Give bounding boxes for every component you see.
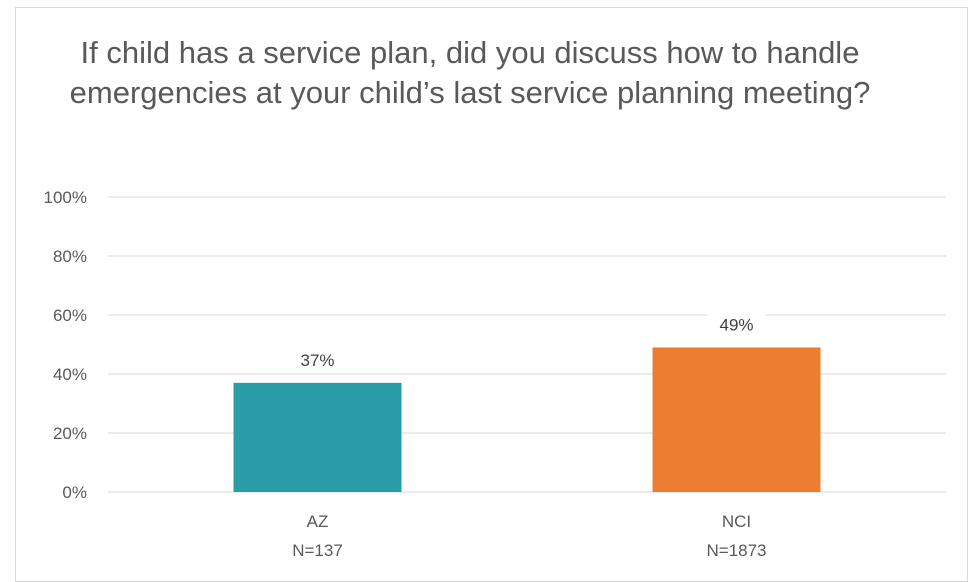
y-tick-label: 0%: [62, 483, 87, 502]
x-tick-label: AZ: [307, 512, 329, 531]
data-label: 49%: [719, 315, 753, 334]
data-label-background: [707, 312, 766, 337]
y-tick-label: 80%: [53, 247, 87, 266]
bar-nci: [652, 347, 821, 492]
chart-title: If child has a service plan, did you dis…: [69, 35, 871, 110]
y-tick-label: 100%: [44, 188, 87, 207]
y-tick-label: 60%: [53, 306, 87, 325]
x-tick-sublabel: N=137: [292, 541, 343, 560]
y-tick-label: 20%: [53, 424, 87, 443]
x-tick-label: NCI: [722, 512, 751, 531]
y-tick-label: 40%: [53, 365, 87, 384]
data-label: 37%: [300, 351, 334, 370]
bar-az: [233, 382, 402, 492]
x-tick-sublabel: N=1873: [706, 541, 766, 560]
data-label-background: [288, 347, 347, 372]
